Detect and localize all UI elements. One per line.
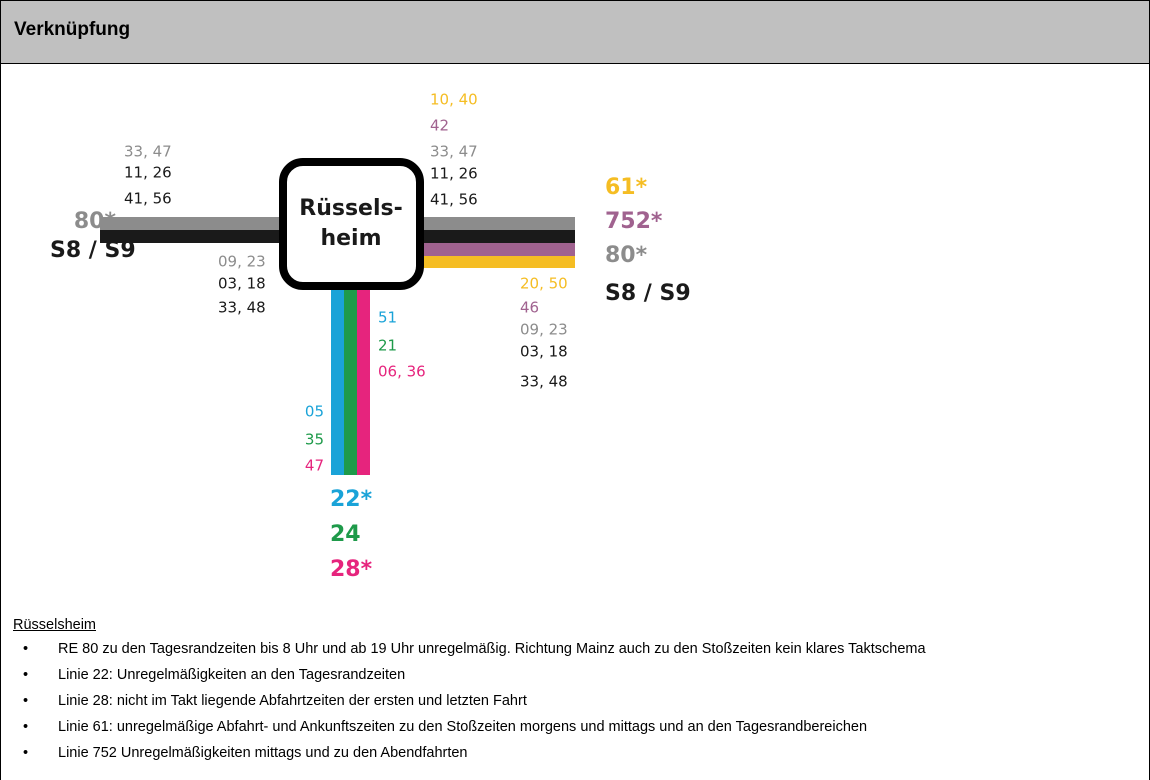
header-title: Verknüpfung bbox=[14, 19, 131, 40]
note-item: Linie 22: Unregelmäßigkeiten an den Tage… bbox=[13, 665, 926, 691]
line-bar bbox=[418, 243, 575, 256]
header: Verknüpfung bbox=[1, 1, 1149, 64]
destination-label: S8 / S9 bbox=[50, 238, 136, 263]
time-label: 41, 56 bbox=[430, 191, 478, 209]
network-diagram: Rüssels- heim 33, 47 11, 26 41, 56 80* S… bbox=[50, 91, 691, 583]
time-label: 46 bbox=[520, 299, 539, 317]
time-label: 06, 36 bbox=[378, 363, 426, 381]
line-bar bbox=[100, 217, 284, 230]
time-label: 03, 18 bbox=[520, 343, 568, 361]
station-label: heim bbox=[320, 226, 381, 251]
time-label: 41, 56 bbox=[124, 190, 172, 208]
time-label: 33, 48 bbox=[520, 373, 568, 391]
destination-label: 22* bbox=[330, 487, 373, 512]
line-bar bbox=[418, 217, 575, 230]
station-box bbox=[279, 158, 424, 290]
time-label: 11, 26 bbox=[124, 164, 172, 182]
line-bar bbox=[331, 283, 344, 475]
line-bar bbox=[418, 230, 575, 243]
line-bar bbox=[344, 283, 357, 475]
line-bar bbox=[418, 256, 575, 268]
time-label: 05 bbox=[305, 403, 324, 421]
notes: Rüsselsheim RE 80 zu den Tagesrandzeiten… bbox=[13, 617, 926, 769]
notes-heading: Rüsselsheim bbox=[13, 617, 96, 633]
time-label: 09, 23 bbox=[520, 321, 568, 339]
destination-label: 752* bbox=[605, 209, 663, 234]
time-label: 42 bbox=[430, 117, 449, 135]
time-label: 33, 47 bbox=[124, 143, 172, 161]
note-item: RE 80 zu den Tagesrandzeiten bis 8 Uhr u… bbox=[13, 639, 926, 665]
destination-label: 28* bbox=[330, 557, 373, 582]
destination-label: 24 bbox=[330, 522, 361, 547]
time-label: 33, 48 bbox=[218, 299, 266, 317]
time-label: 09, 23 bbox=[218, 253, 266, 271]
destination-label: 80* bbox=[74, 209, 117, 234]
time-label: 47 bbox=[305, 457, 324, 475]
time-label: 33, 47 bbox=[430, 143, 478, 161]
time-label: 20, 50 bbox=[520, 275, 568, 293]
destination-label: S8 / S9 bbox=[605, 281, 691, 306]
destination-label: 61* bbox=[605, 175, 648, 200]
station-label: Rüssels- bbox=[299, 196, 402, 221]
line-bar bbox=[100, 230, 284, 243]
time-label: 51 bbox=[378, 309, 397, 327]
note-item: Linie 28: nicht im Takt liegende Abfahrt… bbox=[13, 691, 926, 717]
time-label: 10, 40 bbox=[430, 91, 478, 109]
time-label: 03, 18 bbox=[218, 275, 266, 293]
time-label: 35 bbox=[305, 431, 324, 449]
line-bar bbox=[357, 283, 370, 475]
note-item: Linie 61: unregelmäßige Abfahrt- und Ank… bbox=[13, 717, 926, 743]
notes-list: RE 80 zu den Tagesrandzeiten bis 8 Uhr u… bbox=[13, 639, 926, 769]
time-label: 11, 26 bbox=[430, 165, 478, 183]
note-item: Linie 752 Unregelmäßigkeiten mittags und… bbox=[13, 743, 926, 769]
destination-label: 80* bbox=[605, 243, 648, 268]
time-label: 21 bbox=[378, 337, 397, 355]
